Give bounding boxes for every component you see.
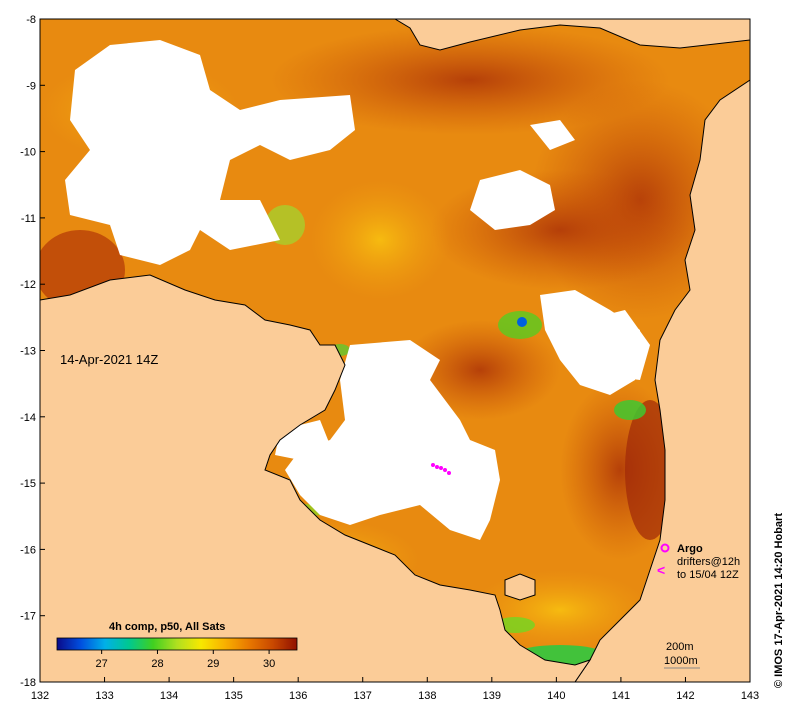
land-north xyxy=(394,19,750,51)
colorbar-tick-label: 28 xyxy=(151,658,163,670)
lat-tick-label: -18 xyxy=(20,677,36,689)
lon-tick-label: 141 xyxy=(612,690,630,702)
legend-argo: Argo xyxy=(677,543,703,555)
map-plot-area xyxy=(40,19,750,682)
colorbar-tick-label: 30 xyxy=(263,658,275,670)
lat-tick-label: -16 xyxy=(20,544,36,556)
lat-tick-label: -8 xyxy=(26,14,36,26)
colorbar-title: 4h comp, p50, All Sats xyxy=(109,621,225,633)
lat-tick-label: -17 xyxy=(20,611,36,623)
legend-drifters-date: to 15/04 12Z xyxy=(677,569,739,581)
lon-tick-label: 132 xyxy=(31,690,49,702)
colorbar: 4h comp, p50, All Sats 27 28 29 30 xyxy=(56,621,298,670)
colorbar-gradient xyxy=(56,637,298,651)
lat-tick-label: -9 xyxy=(26,80,36,92)
land xyxy=(40,19,750,682)
land-arnhem-top-end xyxy=(40,274,592,682)
lon-tick-label: 142 xyxy=(676,690,694,702)
lon-tick-label: 140 xyxy=(547,690,565,702)
lat-tick-label: -10 xyxy=(20,147,36,159)
latitude-axis: -8 -9 -10 -11 -12 -13 -14 -15 -16 -17 -18 xyxy=(20,14,45,689)
depth-200-label: 200m xyxy=(666,641,694,653)
legend-drifters: drifters@12h xyxy=(677,556,740,568)
legend: Argo drifters@12h < to 15/04 12Z 200m 10… xyxy=(657,543,740,669)
land-cape-york xyxy=(574,79,750,682)
cloud-mask xyxy=(65,40,650,540)
lon-tick-label: 139 xyxy=(483,690,501,702)
argo-icon xyxy=(660,543,670,553)
lat-tick-label: -14 xyxy=(20,412,36,424)
land-groote-island xyxy=(504,573,536,601)
lon-tick-label: 137 xyxy=(354,690,372,702)
argo-track xyxy=(431,463,451,475)
lat-tick-label: -11 xyxy=(21,213,36,225)
lat-tick-label: -13 xyxy=(20,346,36,358)
drifter-arrow-icon: < xyxy=(657,562,665,578)
lon-tick-label: 134 xyxy=(160,690,178,702)
lat-tick-label: -15 xyxy=(20,478,36,490)
lon-tick-label: 135 xyxy=(224,690,242,702)
colorbar-tick-label: 27 xyxy=(96,658,108,670)
lon-tick-label: 138 xyxy=(418,690,436,702)
colorbar-ticks: 27 28 29 30 xyxy=(96,650,275,670)
longitude-axis: 132 133 134 135 136 137 138 139 140 141 142 143 xyxy=(31,677,759,702)
depth-1000-label: 1000m xyxy=(664,655,698,667)
date-label: 14-Apr-2021 14Z xyxy=(60,352,158,367)
colorbar-tick-label: 29 xyxy=(207,658,219,670)
lon-tick-label: 143 xyxy=(741,690,759,702)
credit-label: © IMOS 17-Apr-2021 14:20 Hobart xyxy=(773,513,785,688)
lon-tick-label: 136 xyxy=(289,690,307,702)
lon-tick-label: 133 xyxy=(95,690,113,702)
lat-tick-label: -12 xyxy=(20,279,36,291)
